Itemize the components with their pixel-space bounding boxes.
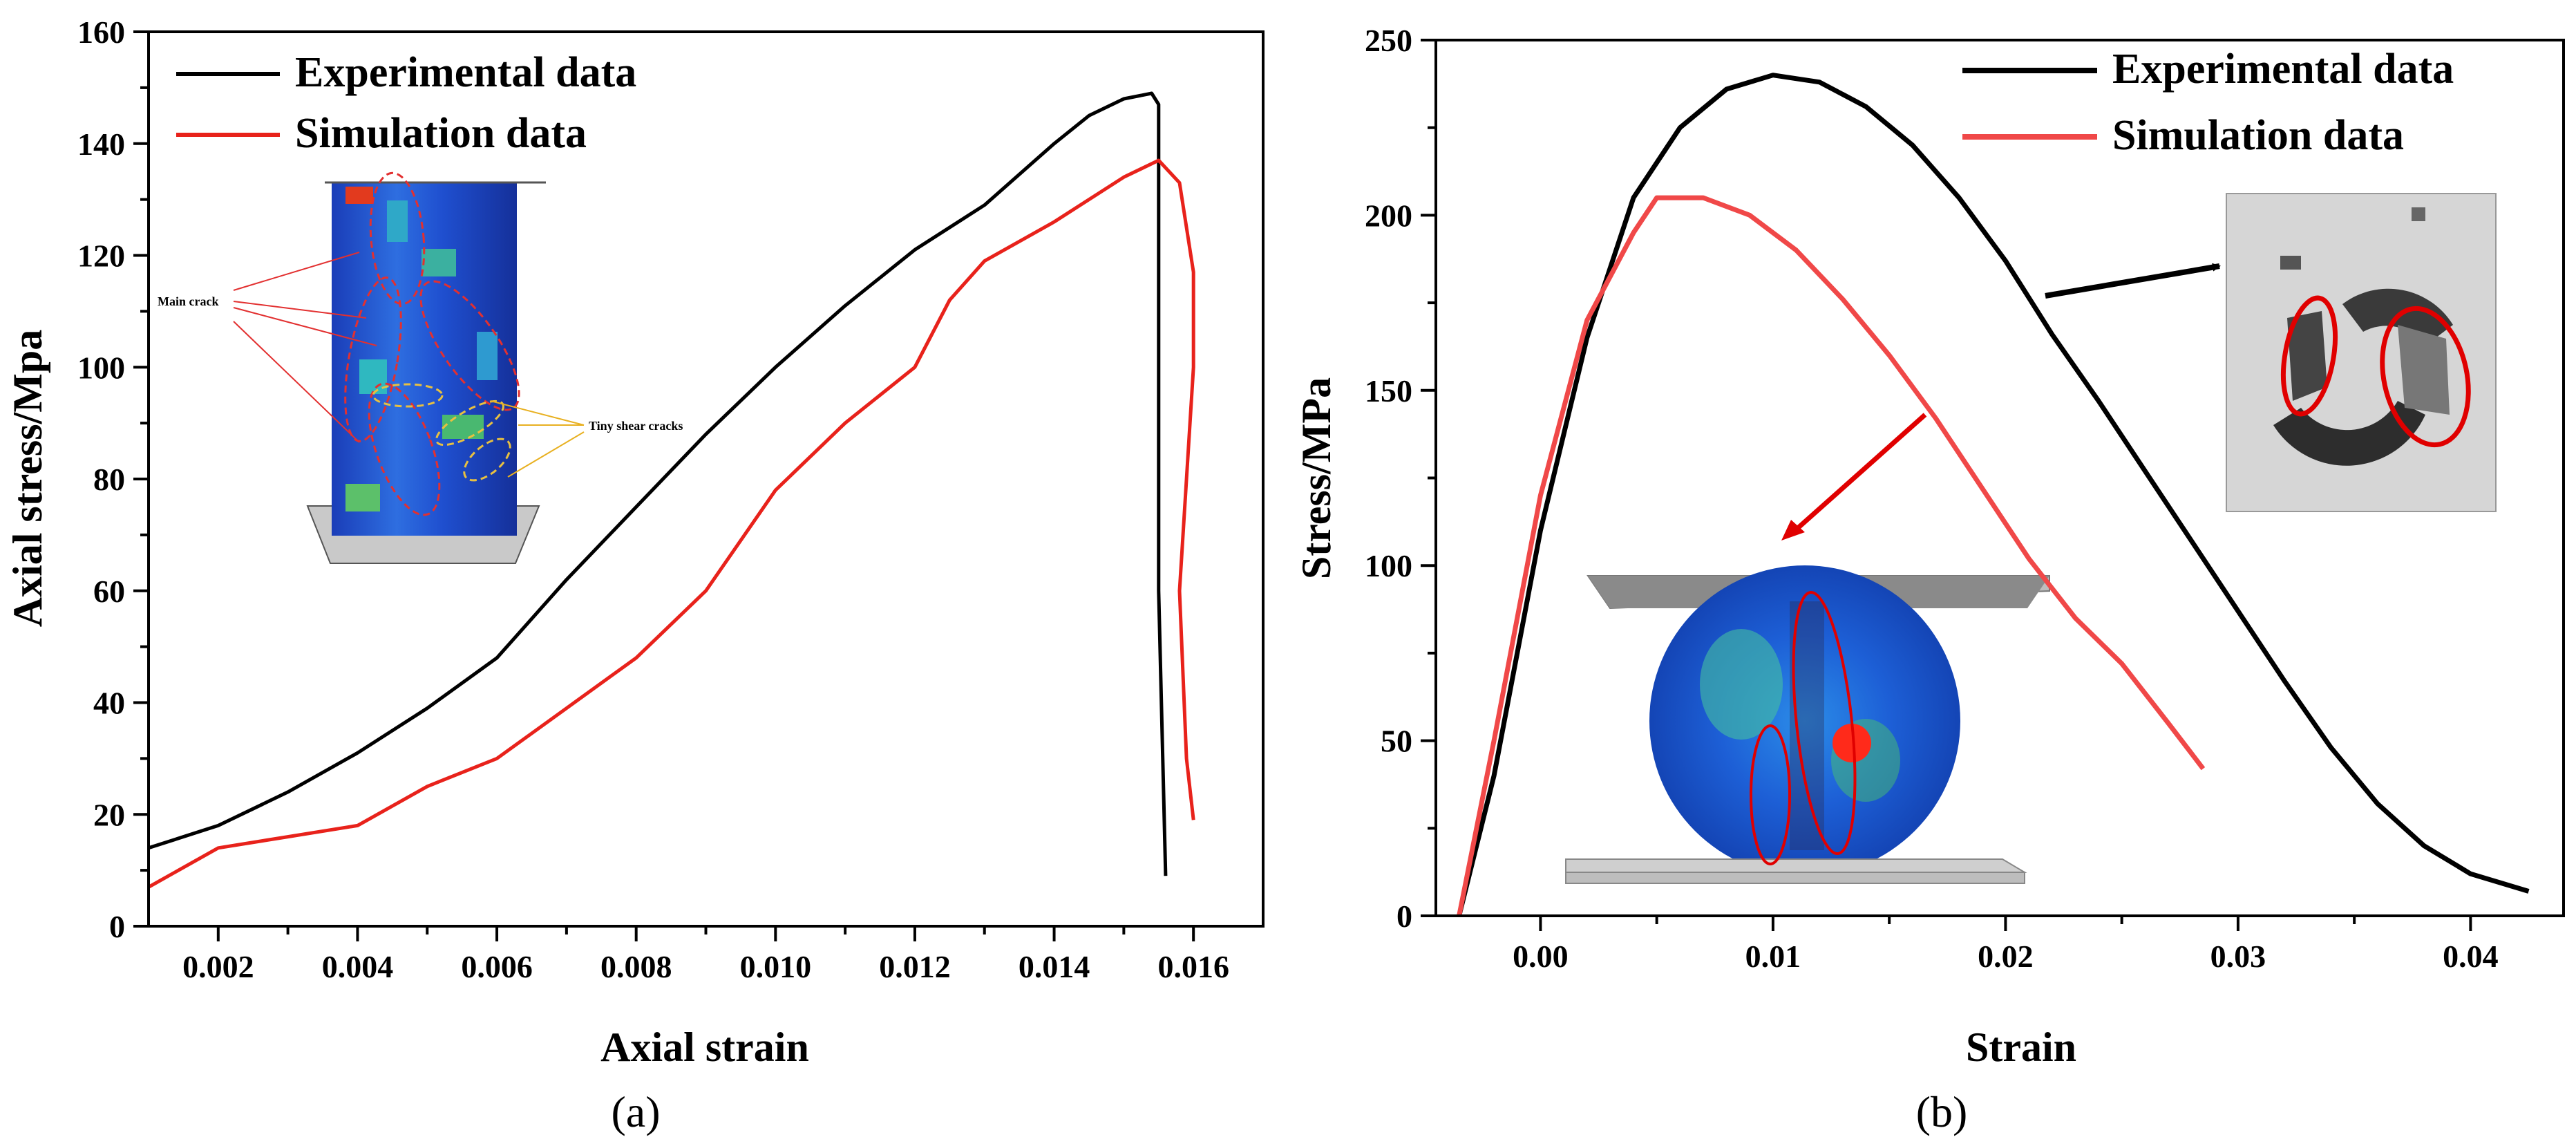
x-tick-label: 0.004 xyxy=(322,949,394,984)
y-tick-label: 50 xyxy=(1381,724,1412,759)
chart-panel-a: Main crack Tiny shear cracks 0.002 0.004 0… xyxy=(5,15,1265,1136)
y-tick-label: 120 xyxy=(77,238,125,274)
main-crack-annotation: Main crack xyxy=(158,294,218,308)
panel-label-b: (b) xyxy=(1916,1087,1968,1136)
plot-area-b xyxy=(1457,73,2530,917)
series-line-simulation xyxy=(1457,195,2206,917)
x-tick-label: 0.01 xyxy=(1745,939,1801,974)
y-tick-label: 160 xyxy=(77,15,125,50)
y-tick-label: 150 xyxy=(1365,373,1412,408)
y-tick-label: 20 xyxy=(93,797,125,832)
fracture-photo-inset xyxy=(2226,193,2497,512)
y-tick-label: 100 xyxy=(1365,548,1412,583)
panel-label-a: (a) xyxy=(611,1087,660,1136)
y-tick-label: 100 xyxy=(77,350,125,385)
y-axis-label-a: Axial stress/Mpa xyxy=(5,330,50,628)
y-tick-label: 200 xyxy=(1365,198,1412,233)
x-tick-label: 0.00 xyxy=(1513,939,1569,974)
arrow-to-photo xyxy=(2045,263,2221,299)
legend-b: Experimental data Simulation data xyxy=(1962,46,2454,159)
y-tick-label: 0 xyxy=(109,909,125,944)
plot-area-a xyxy=(147,91,1195,889)
y-tick-label: 0 xyxy=(1396,899,1412,934)
series-line-simulation xyxy=(147,158,1195,889)
axes-frame xyxy=(147,30,1265,928)
shear-crack-annotation: Tiny shear cracks xyxy=(589,419,683,433)
arrow-head-simulation xyxy=(1781,520,1805,541)
x-axis-label-b: Strain xyxy=(1966,1024,2076,1070)
x-tick-label: 0.012 xyxy=(879,949,951,984)
arrow-to-simulation xyxy=(1791,413,1927,534)
x-tick-label: 0.016 xyxy=(1157,949,1229,984)
x-axis-label-a: Axial strain xyxy=(600,1024,809,1070)
y-tick-label: 40 xyxy=(93,686,125,721)
axes-b: 0.00 0.01 0.02 0.03 0.04 0 50 100 150 200 250 xyxy=(1365,23,2565,974)
crack-simulation-inset: Main crack Tiny shear cracks xyxy=(158,171,683,564)
y-tick-label: 140 xyxy=(77,126,125,162)
legend-entry: Simulation data xyxy=(2112,112,2404,159)
x-tick-label: 0.006 xyxy=(461,949,533,984)
x-tick-label: 0.03 xyxy=(2210,939,2266,974)
bottom-platen xyxy=(1565,858,2027,873)
legend-a: Experimental data Simulation data xyxy=(176,49,636,157)
x-tick-label: 0.02 xyxy=(1978,939,2034,974)
y-tick-label: 80 xyxy=(93,462,125,497)
y-tick-label: 250 xyxy=(1365,23,1412,58)
chart-panel-b: 0.00 0.01 0.02 0.03 0.04 0 50 100 150 200 250 Expe… xyxy=(1294,23,2565,1136)
x-tick-label: 0.010 xyxy=(740,949,812,984)
legend-entry: Experimental data xyxy=(295,49,636,96)
x-tick-label: 0.04 xyxy=(2443,939,2499,974)
legend-entry: Experimental data xyxy=(2112,46,2454,93)
series-line-experimental xyxy=(148,91,1168,876)
x-tick-label: 0.014 xyxy=(1019,949,1090,984)
y-axis-label-b: Stress/MPa xyxy=(1294,377,1339,579)
y-tick-label: 60 xyxy=(93,574,125,609)
x-tick-label: 0.008 xyxy=(600,949,672,984)
legend-entry: Simulation data xyxy=(295,110,587,157)
axes-a: 0.002 0.004 0.006 0.008 0.010 0.012 0.014 0.016… xyxy=(77,15,1265,984)
disc-simulation-inset xyxy=(1565,565,2050,884)
x-tick-label: 0.002 xyxy=(182,949,254,984)
series-line-experimental xyxy=(1457,73,2530,917)
